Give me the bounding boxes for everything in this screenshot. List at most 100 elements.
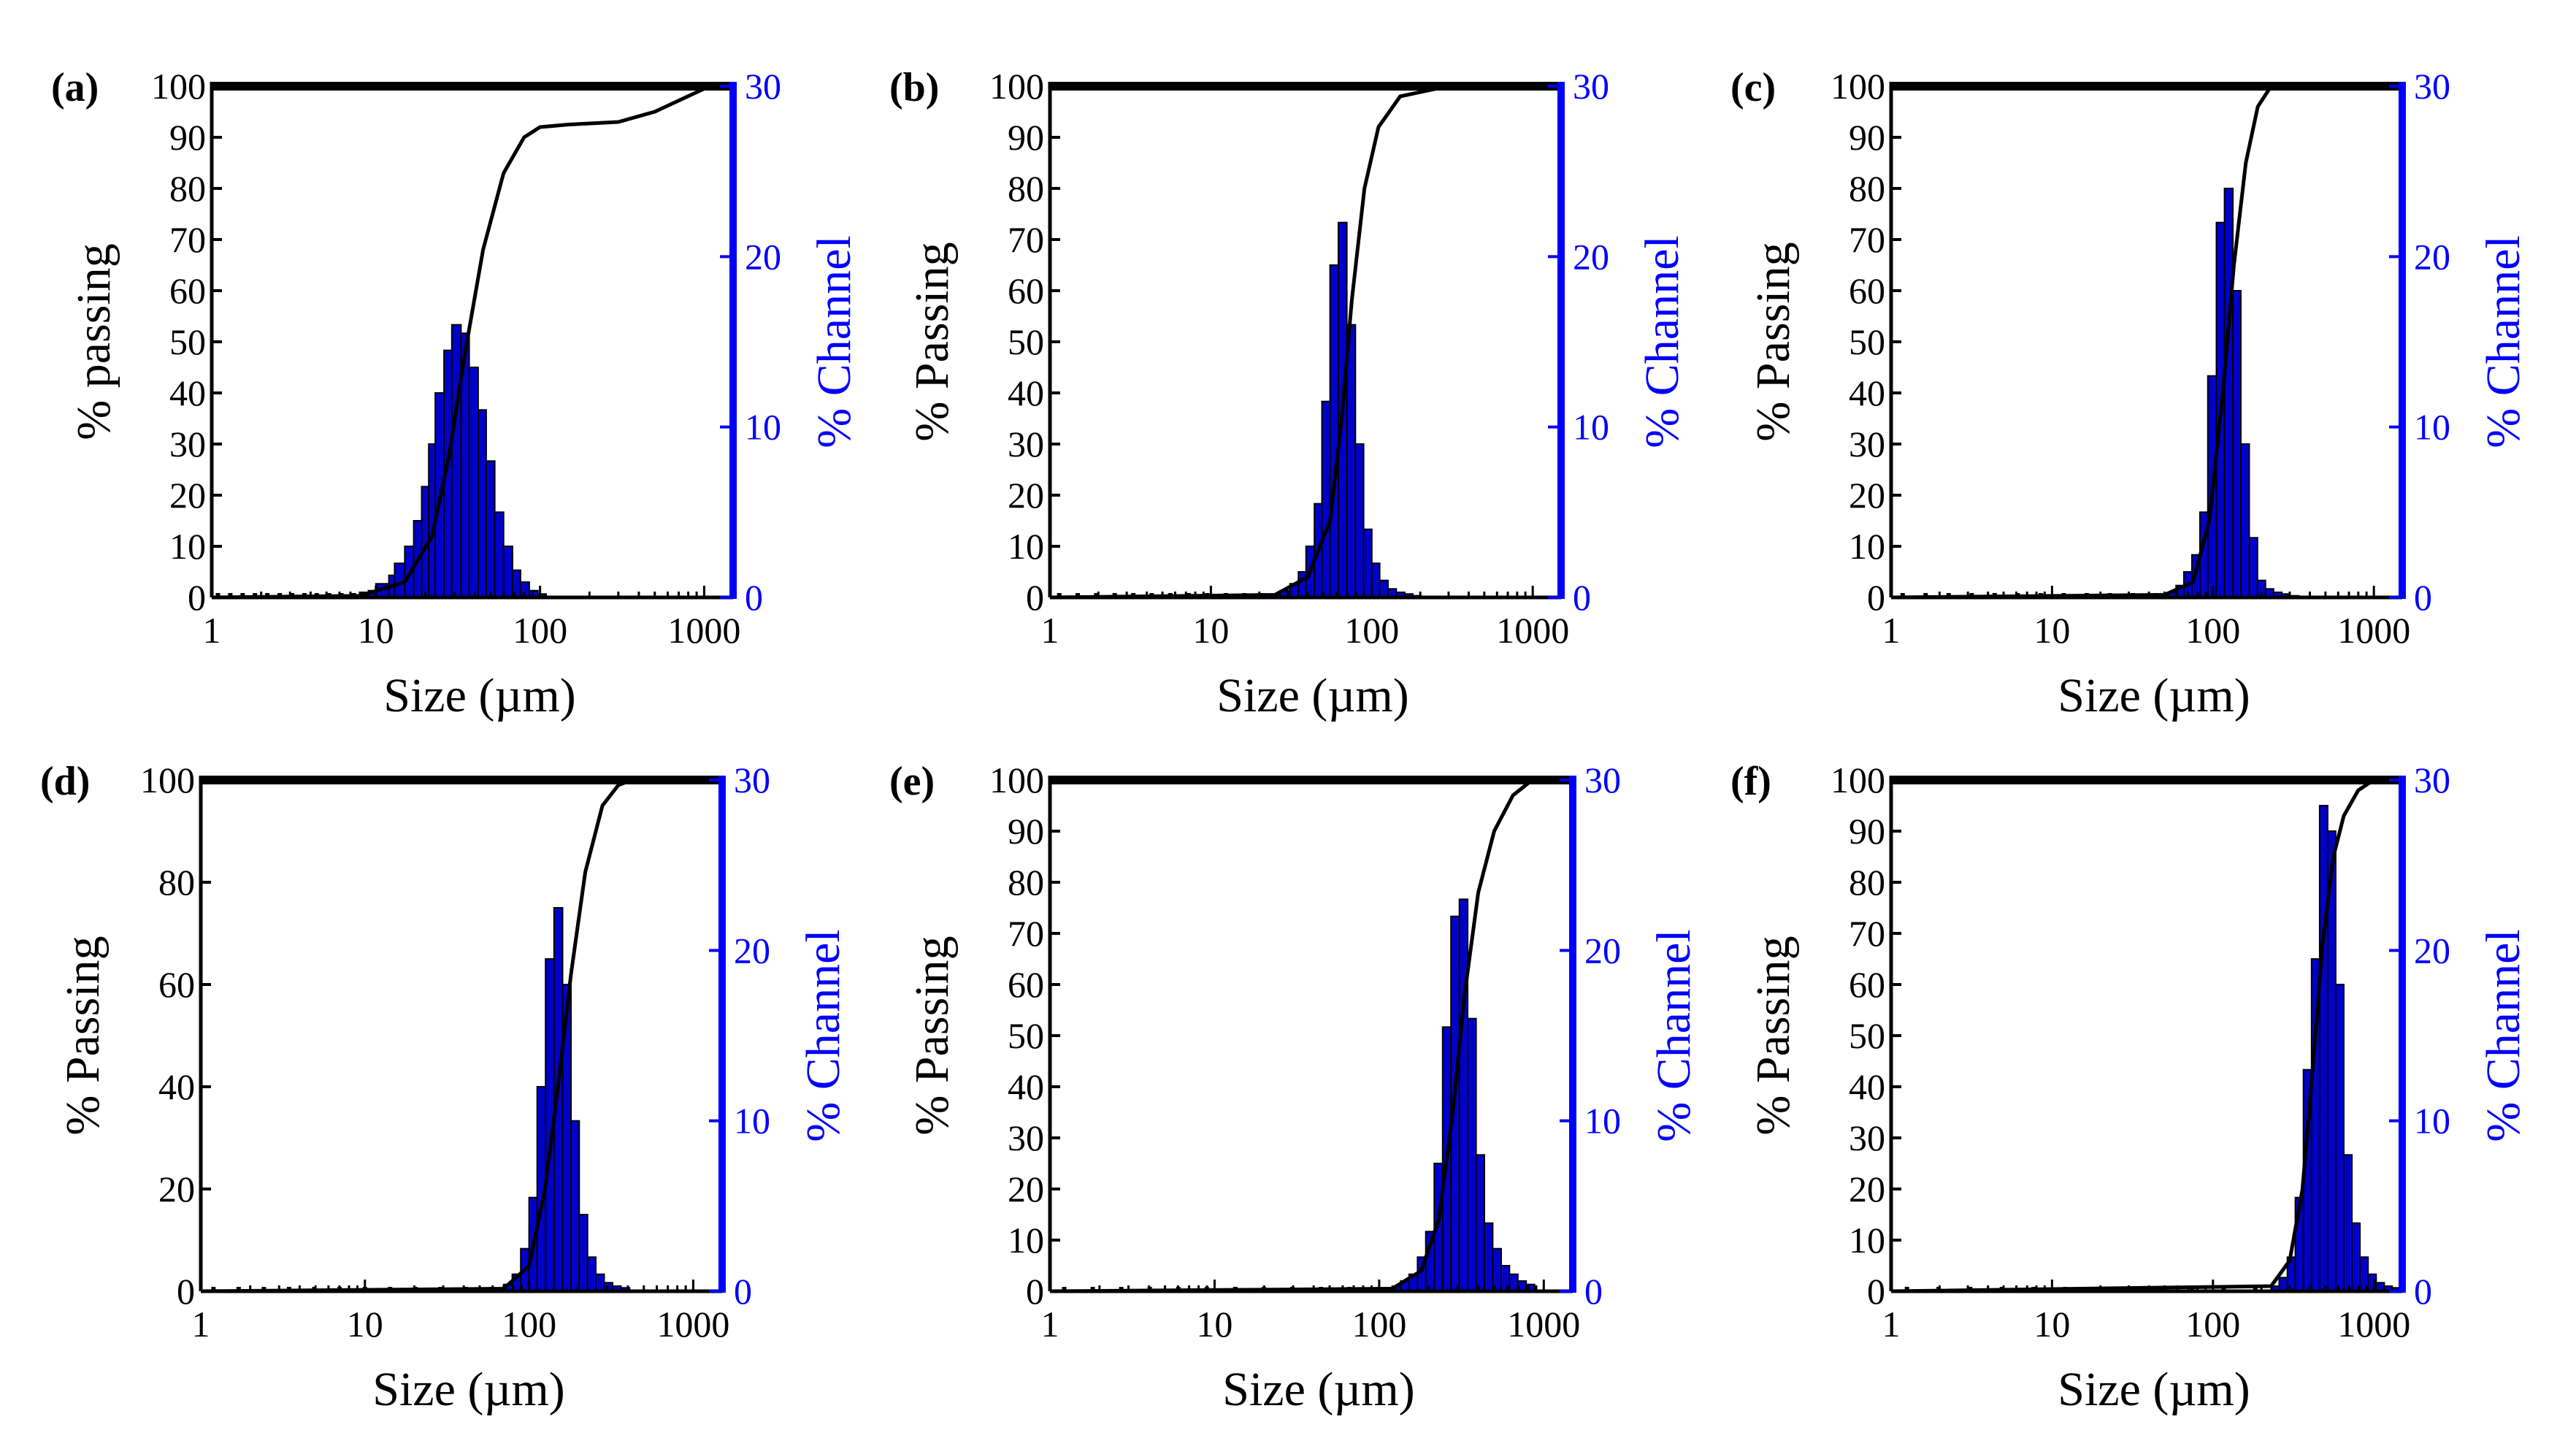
channel-bar: [1458, 898, 1469, 1293]
channel-bar: [586, 1256, 597, 1293]
left-tick-label: 90: [1849, 811, 1885, 852]
left-tick-label: 60: [169, 270, 206, 311]
right-tick-label: 30: [2414, 66, 2450, 107]
right-tick-labels: 0 10 20 30: [1548, 66, 1609, 618]
left-tick-label: 20: [1849, 1169, 1885, 1209]
right-tick-label: 0: [734, 1271, 752, 1312]
right-tick-labels: 0 10 20 30: [2389, 760, 2450, 1312]
panel-label: (c): [1730, 65, 1776, 110]
channel-bar: [578, 1214, 589, 1292]
left-tick-label: 90: [169, 117, 206, 158]
left-axis-title: % Passing: [905, 936, 959, 1135]
panel-label: (d): [40, 759, 90, 804]
channel-bar: [2318, 805, 2328, 1292]
right-tick-labels: 0 10 20 30: [709, 760, 770, 1312]
channel-bar: [595, 1273, 605, 1292]
left-tick-label: 0: [1867, 577, 1885, 618]
right-axis-title: % Channel: [2477, 235, 2530, 448]
channel-bar: [1475, 1154, 1485, 1293]
left-tick-label: 80: [158, 862, 195, 903]
baseline-point: [215, 593, 221, 597]
x-tick-label: 1: [192, 1304, 210, 1345]
channel-bar: [2351, 1222, 2361, 1292]
left-axis-title: % Passing: [1747, 936, 1800, 1135]
channel-bar: [1379, 579, 1389, 599]
left-tick-label: 30: [169, 424, 206, 464]
baseline-point: [1076, 593, 1080, 597]
right-tick-label: 10: [1573, 407, 1609, 448]
left-axis-title: % passing: [67, 243, 120, 440]
channel-bar: [2343, 1154, 2353, 1293]
left-tick-label: 100: [140, 760, 195, 800]
x-tick-label: 1000: [1507, 1304, 1580, 1345]
left-tick-label: 60: [158, 964, 195, 1005]
x-axis-title: Size (µm): [383, 669, 575, 722]
left-tick-label: 0: [1867, 1271, 1885, 1312]
left-tick-label: 100: [989, 66, 1044, 107]
left-tick-label: 60: [1008, 964, 1044, 1005]
channel-bar: [2232, 290, 2242, 598]
channel-bar: [1297, 571, 1307, 598]
x-tick-label: 1: [1041, 610, 1059, 651]
channel-bar: [570, 1120, 580, 1292]
right-tick-label: 10: [745, 407, 781, 448]
baseline-point: [1923, 593, 1928, 597]
left-tick-labels: 0 10 20 30 40 50 60 70 80 90 100: [989, 66, 1060, 618]
right-tick-label: 0: [745, 577, 763, 618]
left-tick-label: 90: [1849, 117, 1885, 158]
channel-bar: [502, 546, 513, 598]
cumulative-curve: [1049, 778, 1573, 1293]
x-axis-title: Size (µm): [372, 1363, 564, 1416]
x-tick-labels: 1 10 100 1000: [1882, 586, 2410, 651]
right-tick-label: 0: [2414, 1271, 2432, 1312]
channel-bar: [1509, 1273, 1519, 1292]
x-axis-title: Size (µm): [1222, 1363, 1414, 1416]
right-tick-label: 0: [1573, 577, 1591, 618]
left-tick-label: 70: [1008, 219, 1044, 260]
x-tick-labels: 1 10 100 1000: [1882, 1280, 2410, 1345]
left-tick-label: 50: [1008, 321, 1044, 362]
baseline-point: [2253, 1287, 2258, 1291]
channel-bar: [1484, 1222, 1494, 1292]
channel-bar: [1354, 443, 1365, 598]
right-tick-label: 20: [2414, 236, 2450, 277]
x-tick-label: 1000: [2337, 610, 2410, 651]
left-tick-label: 80: [1008, 168, 1044, 209]
right-tick-label: 30: [734, 760, 770, 800]
left-tick-label: 50: [1849, 1015, 1885, 1056]
channel-bar: [494, 511, 505, 598]
right-tick-label: 30: [1573, 66, 1609, 107]
left-tick-label: 30: [1849, 1117, 1885, 1158]
x-axis-title: Size (µm): [2058, 669, 2250, 722]
channel-bar: [2334, 984, 2345, 1292]
channel-bar: [1329, 264, 1340, 598]
left-tick-label: 20: [1008, 475, 1044, 516]
x-tick-label: 100: [1344, 610, 1399, 651]
channel-bars: [2270, 805, 2401, 1293]
x-tick-label: 1000: [2337, 1304, 2410, 1345]
left-tick-label: 30: [1849, 424, 1885, 464]
left-tick-label: 60: [1849, 964, 1885, 1005]
cumulative-curve: [211, 84, 734, 600]
left-tick-label: 20: [158, 1169, 195, 1209]
left-tick-label: 10: [169, 526, 206, 567]
left-tick-label: 40: [169, 372, 206, 413]
x-tick-label: 1: [203, 610, 221, 651]
channel-bar: [2223, 188, 2234, 598]
x-tick-label: 10: [1196, 1304, 1233, 1345]
left-tick-label: 40: [1849, 372, 1885, 413]
x-tick-label: 1000: [1496, 610, 1569, 651]
right-tick-label: 30: [1584, 760, 1621, 800]
x-tick-label: 1: [1041, 1304, 1059, 1345]
x-tick-labels: 1 10 100 1000: [192, 1280, 729, 1345]
left-tick-label: 100: [1831, 66, 1885, 107]
x-tick-labels: 1 10 100 1000: [203, 586, 740, 651]
x-tick-label: 1: [1882, 610, 1901, 651]
left-tick-labels: 0 10 20 30 40 50 60 70 80 90 100: [1831, 760, 1901, 1312]
right-tick-label: 20: [734, 930, 770, 971]
right-tick-label: 30: [745, 66, 781, 107]
